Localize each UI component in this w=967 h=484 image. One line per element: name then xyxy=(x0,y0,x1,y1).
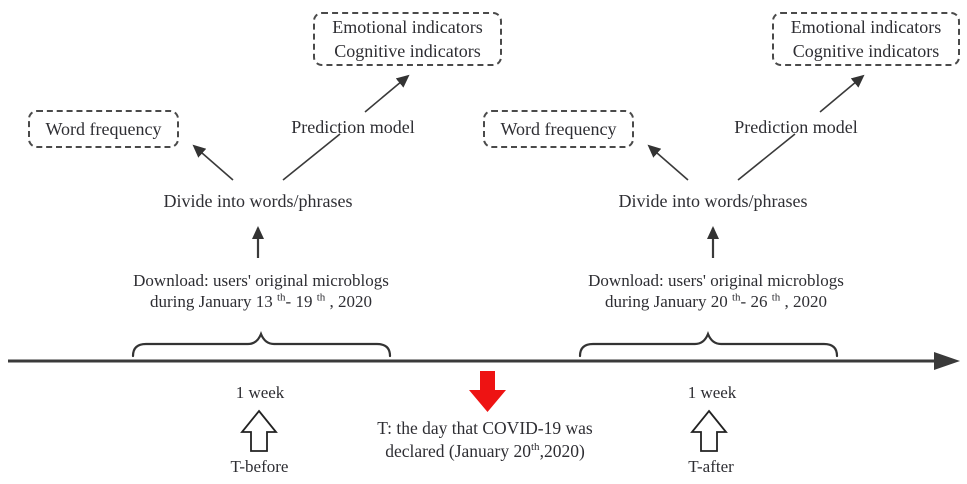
download-line2-left: during January 13 th- 19 th , 2020 xyxy=(149,291,373,311)
week-brace-left xyxy=(131,331,392,358)
t-after-up-arrow-icon xyxy=(690,409,728,452)
indicators-box-left: Emotional indicators Cognitive indicator… xyxy=(313,12,502,66)
t-before-up-arrow-icon xyxy=(240,409,278,452)
cognitive-indicators-label-left: Cognitive indicators xyxy=(334,41,481,61)
prediction-model-label-right: Prediction model xyxy=(734,117,858,137)
emotional-indicators-label-left: Emotional indicators xyxy=(332,17,483,37)
download-line1-right: Download: users' original microblogs xyxy=(588,271,844,290)
arrow-divide-to-wordfreq-right xyxy=(647,144,689,181)
th-superscript: th xyxy=(531,441,540,454)
download-text-left: Download: users' original microblogs dur… xyxy=(110,270,412,312)
download-line1-left: Download: users' original microblogs xyxy=(133,271,389,290)
arrow-divide-to-wordfreq-left xyxy=(192,144,234,181)
download-text-right: Download: users' original microblogs dur… xyxy=(565,270,867,312)
prediction-model-label-left: Prediction model xyxy=(291,117,415,137)
th-superscript: th xyxy=(276,291,286,304)
arrow-prediction-to-indicators-left xyxy=(364,74,410,113)
line-divide-to-prediction-right xyxy=(737,133,796,181)
word-frequency-label-right: Word frequency xyxy=(500,119,617,139)
t-before-label: T-before xyxy=(230,457,289,476)
red-down-arrow-icon xyxy=(469,371,506,412)
th-superscript: th xyxy=(316,291,326,304)
t-after-label: T-after xyxy=(688,457,734,476)
arrow-prediction-to-indicators-right xyxy=(819,74,865,113)
covid-event-line1: T: the day that COVID-19 was xyxy=(377,418,593,438)
covid-event-text: T: the day that COVID-19 was declared (J… xyxy=(352,417,618,463)
week-brace-right xyxy=(578,331,839,358)
emotional-indicators-label-right: Emotional indicators xyxy=(790,17,942,37)
line-divide-to-prediction-left xyxy=(282,133,341,181)
th-superscript: th xyxy=(771,291,781,304)
word-frequency-box-right: Word frequency xyxy=(483,110,634,148)
word-frequency-box-left: Word frequency xyxy=(28,110,179,148)
th-superscript: th xyxy=(731,291,741,304)
word-frequency-label-left: Word frequency xyxy=(45,119,162,139)
download-line2-right: during January 20 th- 26 th , 2020 xyxy=(604,291,828,311)
covid-event-line2: declared (January 20th,2020) xyxy=(385,441,585,461)
timeline-arrowhead-icon xyxy=(934,352,960,370)
week-label-right: 1 week xyxy=(687,383,737,402)
week-label-left: 1 week xyxy=(235,383,285,402)
indicators-box-right: Emotional indicators Cognitive indicator… xyxy=(772,12,960,66)
divide-label-right: Divide into words/phrases xyxy=(618,191,808,211)
cognitive-indicators-label-right: Cognitive indicators xyxy=(792,41,940,61)
divide-label-left: Divide into words/phrases xyxy=(163,191,353,211)
